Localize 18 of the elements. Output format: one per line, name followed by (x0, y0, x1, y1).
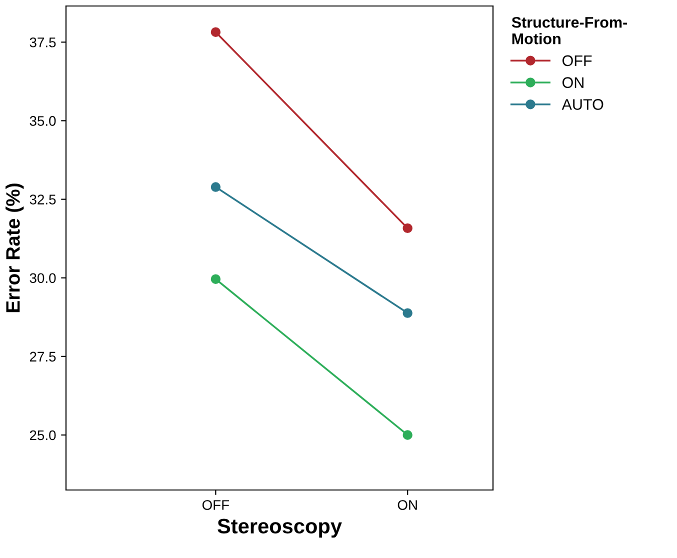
legend-label: OFF (562, 55, 592, 66)
legend-label: ON (562, 77, 584, 88)
x-axis-title: Stereoscopy (218, 518, 342, 538)
y-tick-label: 27.5 (30, 352, 56, 362)
y-tick-label: 37.5 (30, 37, 56, 48)
point (210, 182, 221, 192)
point (402, 308, 412, 318)
point (210, 274, 221, 284)
y-tick-label: 30.0 (30, 273, 56, 284)
point (402, 430, 412, 440)
y-tick-label: 35.0 (30, 116, 56, 126)
y-axis-title: Error Rate (%) (6, 184, 24, 312)
point (402, 223, 412, 234)
y-tick-label: 32.5 (30, 194, 56, 204)
legend-title: Structure-From- Motion (512, 16, 628, 44)
y-tick-label: 25.0 (30, 430, 56, 440)
legend-label: AUTO (562, 99, 604, 110)
point (210, 27, 221, 37)
